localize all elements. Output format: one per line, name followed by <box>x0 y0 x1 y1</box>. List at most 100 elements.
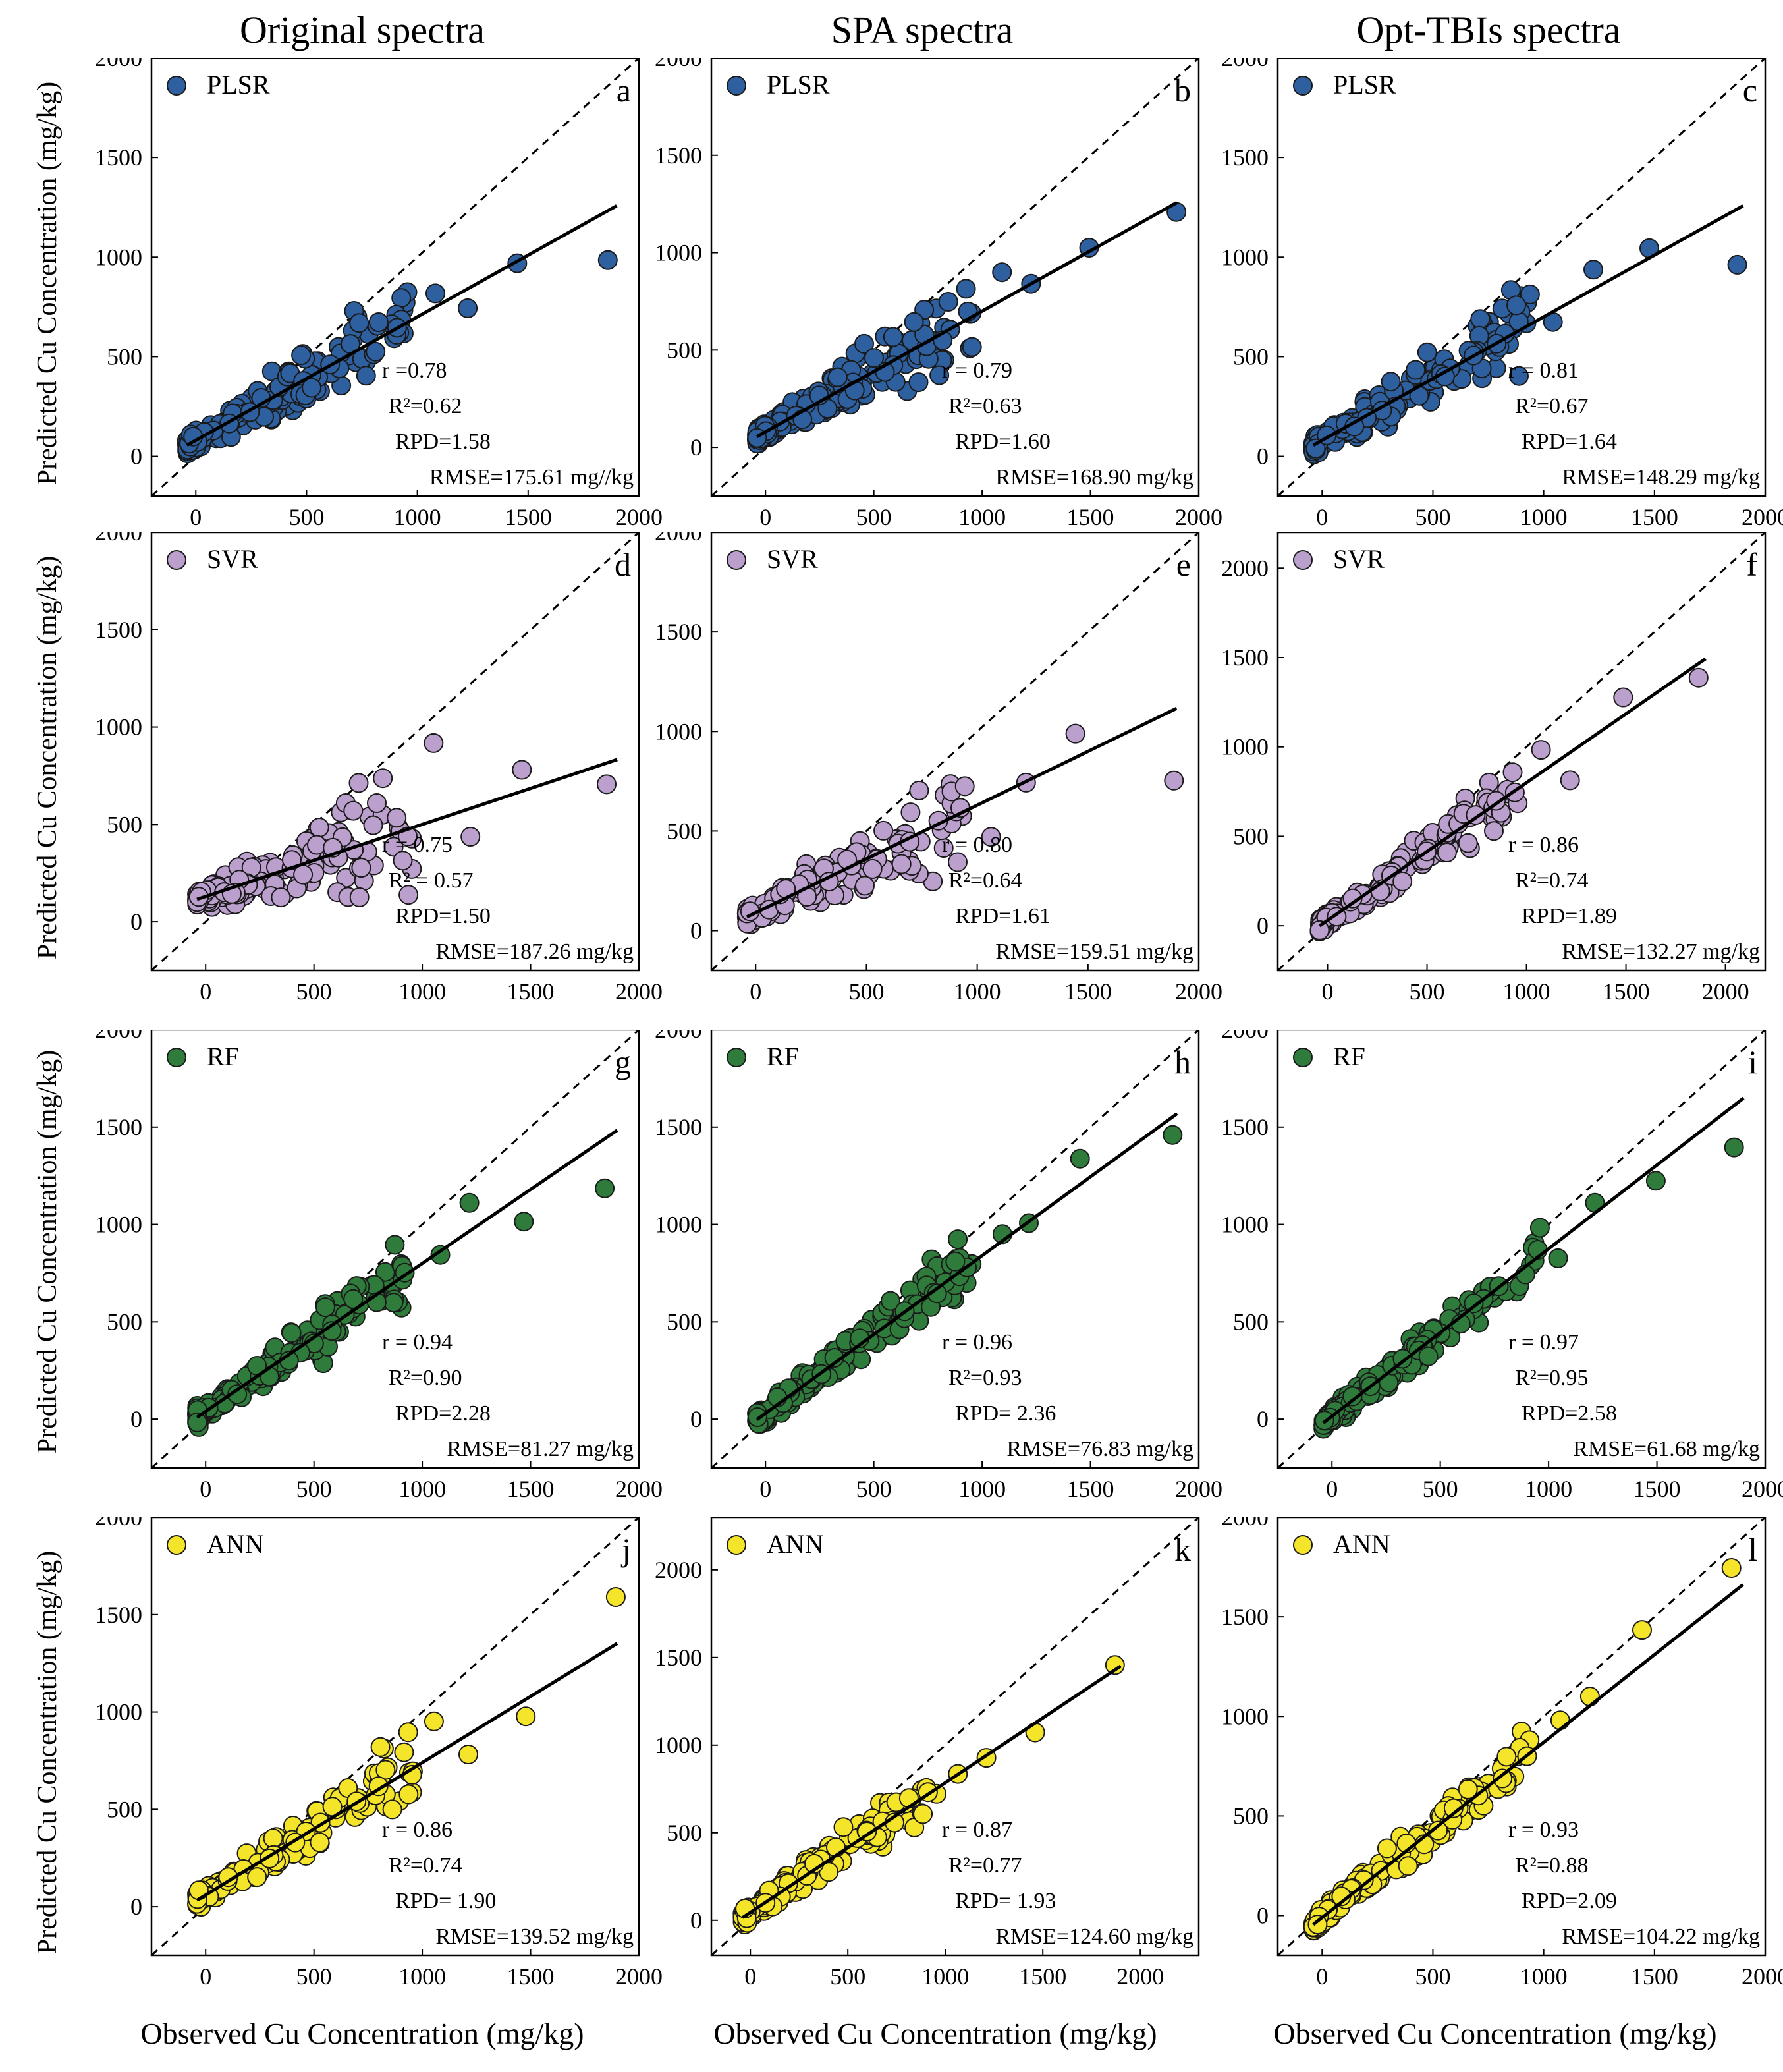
data-point <box>929 365 950 385</box>
data-point <box>375 1760 396 1780</box>
data-point <box>1502 762 1523 783</box>
y-axis-label-row-1: Predicted Cu Concentration (mg/kg) <box>32 81 63 486</box>
stat-text: RMSE=187.26 mg/kg <box>435 939 634 964</box>
stat-text: RPD=1.61 <box>955 904 1051 928</box>
data-point <box>309 818 329 837</box>
data-point <box>1721 1558 1742 1578</box>
x-tick-label: 2000 <box>615 1476 663 1502</box>
panel-a: 0 500 1000 1500 2000 0 500 1000 1500 2000 PLSR a r =… <box>95 58 663 530</box>
x-tick-label: 2000 <box>1175 1476 1222 1502</box>
stat-text: r = 0.80 <box>942 833 1012 857</box>
x-tick-label: 2000 <box>1742 1963 1783 1990</box>
data-point <box>864 348 884 368</box>
data-point <box>398 885 419 905</box>
y-tick-label: 1500 <box>1221 644 1269 671</box>
y-tick-label: 1500 <box>655 1644 702 1671</box>
panel-b: 0 500 1000 1500 2000 0 500 1000 1500 2000 PLSR b r =… <box>655 58 1222 530</box>
data-point <box>349 313 370 333</box>
y-tick-label: 1000 <box>655 718 702 744</box>
stat-text: R²=0.95 <box>1515 1366 1589 1390</box>
x-tick-label: 1500 <box>1064 978 1112 1005</box>
legend-marker <box>1293 1048 1313 1067</box>
y-tick-label: 1500 <box>1221 1114 1269 1140</box>
data-point <box>1496 1747 1517 1767</box>
y-tick-label: 500 <box>667 337 702 363</box>
stat-text: RPD=1.60 <box>955 430 1051 454</box>
y-tick-label: 1000 <box>95 714 142 741</box>
panel-letter: f <box>1746 546 1757 583</box>
stat-text: R²=0.74 <box>389 1853 462 1878</box>
legend-marker <box>727 550 746 570</box>
x-axis-label-col-1: Observed Cu Concentration (mg/kg) <box>140 2017 584 2050</box>
y-axis-label-row-2: Predicted Cu Concentration (mg/kg) <box>32 555 63 960</box>
data-point <box>1560 770 1580 791</box>
x-tick-label: 0 <box>1316 1963 1328 1990</box>
data-point <box>904 312 924 332</box>
data-point <box>1579 1687 1600 1707</box>
scatter-points <box>1309 667 1709 941</box>
panel-j: 0 500 1000 1500 2000 0 500 1000 1500 2000 ANN j r = … <box>95 1517 663 1990</box>
column-title-spa: SPA spectra <box>831 9 1014 51</box>
data-point <box>271 887 291 908</box>
stat-text: r = 0.97 <box>1508 1330 1579 1355</box>
stat-text: RPD=1.89 <box>1522 904 1617 928</box>
data-point <box>945 1251 966 1272</box>
plot-frame <box>150 1517 640 1957</box>
data-point <box>1613 687 1633 708</box>
stat-text: r = 0.86 <box>382 1818 453 1842</box>
panel-letter: i <box>1748 1044 1757 1080</box>
stat-text: R²=0.74 <box>1515 868 1589 893</box>
y-tick-label: 500 <box>667 1820 702 1846</box>
data-point <box>1645 1171 1666 1191</box>
legend-marker <box>167 1048 186 1067</box>
data-point <box>1342 1386 1363 1407</box>
legend-label: SVR <box>207 544 258 574</box>
one-to-one-line <box>1278 58 1765 496</box>
y-tick-label: 0 <box>130 909 142 935</box>
regression-line <box>196 1642 618 1902</box>
panel-l: 0 500 1000 1500 2000 0 500 1000 1500 2000 ANN l r = … <box>1221 1517 1783 1990</box>
plot-frame <box>1276 58 1767 497</box>
stat-text: R² = 0.57 <box>389 868 474 893</box>
data-point <box>187 1412 207 1432</box>
regression-line <box>1319 657 1707 928</box>
data-point <box>938 292 958 312</box>
data-point <box>430 1245 451 1265</box>
x-tick-label: 500 <box>288 504 324 530</box>
data-point <box>315 1297 335 1318</box>
y-tick-label: 2000 <box>655 58 702 71</box>
data-point <box>981 827 1001 847</box>
data-point <box>992 262 1012 283</box>
data-point <box>1531 740 1551 760</box>
x-tick-label: 2000 <box>1175 504 1222 530</box>
y-tick-label: 1000 <box>95 244 142 270</box>
data-point <box>1548 1248 1568 1268</box>
one-to-one-line <box>151 1030 639 1468</box>
plot-frame <box>150 532 640 972</box>
x-tick-label: 0 <box>200 1476 211 1502</box>
x-tick-label: 0 <box>1326 1476 1338 1502</box>
panel-e: 0 500 1000 1500 2000 0 500 1000 1500 2000 SVR e r = … <box>655 532 1222 1005</box>
stat-text: RPD= 2.36 <box>955 1401 1056 1426</box>
x-tick-label: 1500 <box>505 504 552 530</box>
stat-text: RMSE=159.51 mg/kg <box>995 939 1193 964</box>
one-to-one-line <box>711 1517 1199 1955</box>
stat-text: r =0.78 <box>382 358 447 383</box>
x-tick-label: 1000 <box>958 504 1006 530</box>
y-tick-label: 0 <box>1257 443 1269 470</box>
data-point <box>458 298 478 318</box>
y-tick-label: 1000 <box>95 1212 142 1238</box>
stat-text: r = 0.87 <box>942 1818 1012 1842</box>
y-tick-label: 1000 <box>655 1212 702 1238</box>
x-tick-label: 1000 <box>1525 1476 1572 1502</box>
one-to-one-line <box>711 1030 1199 1468</box>
data-point <box>394 1742 414 1762</box>
scatter-points <box>1303 1558 1742 1941</box>
panel-f: 0 500 1000 1500 2000 0 500 1000 1500 2000 SVR f r = … <box>1221 532 1767 1005</box>
data-point <box>383 1293 404 1313</box>
stat-text: RPD=2.09 <box>1522 1889 1617 1913</box>
data-point <box>385 1235 405 1255</box>
y-tick-label: 1500 <box>95 1114 142 1140</box>
data-point <box>366 341 386 362</box>
y-tick-label: 2000 <box>1221 58 1269 71</box>
